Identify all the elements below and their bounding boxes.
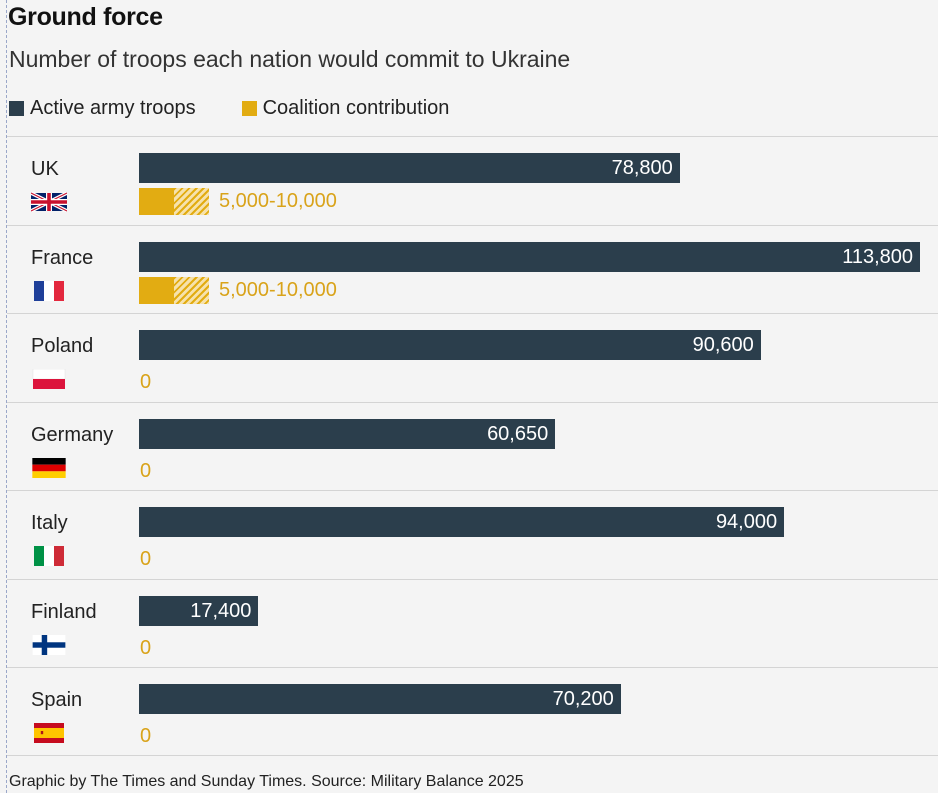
- active-troops-bar: 90,600: [139, 330, 761, 360]
- active-troops-bar: 94,000: [139, 507, 785, 537]
- germany-flag-icon: [31, 457, 67, 478]
- legend-swatch-active: [9, 101, 24, 116]
- active-troops-value-label: 70,200: [552, 688, 614, 710]
- chart-subtitle: Number of troops each nation would commi…: [9, 46, 571, 72]
- active-troops-value-label: 113,800: [842, 245, 913, 268]
- active-troops-bar: 60,650: [139, 418, 556, 449]
- category-label: UK: [31, 158, 59, 180]
- source-note: Graphic by The Times and Sunday Times. S…: [9, 773, 524, 790]
- coalition-value-label: 5,000-10,000: [219, 190, 337, 212]
- coalition-value-label: 0: [140, 548, 152, 570]
- active-troops-bar: 113,800: [139, 241, 920, 272]
- legend-swatch-coalition: [241, 101, 257, 116]
- legend-label-coalition: Coalition contribution: [262, 97, 450, 119]
- active-troops-bar: 17,400: [139, 595, 259, 626]
- active-troops-value-label: 60,650: [487, 422, 549, 445]
- active-troops-value-label: 78,800: [611, 157, 673, 179]
- spain-flag-icon: [31, 723, 67, 743]
- active-troops-bar: 78,800: [139, 153, 680, 183]
- active-troops-bar: 70,200: [139, 684, 621, 714]
- italy-flag-icon: [31, 546, 67, 566]
- legend: Active army troops Coalition contributio…: [9, 97, 495, 120]
- coalition-value-label: 0: [140, 459, 152, 482]
- bar-chart: UK 78,800 5,000-10,000 France 113,800 5,000-1…: [7, 136, 938, 756]
- active-troops-value-label: 94,000: [715, 511, 778, 533]
- finland-flag-icon: [31, 634, 67, 655]
- chart-row-spain: Spain 70,200 0: [7, 667, 938, 756]
- coalition-range-bar: 5,000-10,000: [139, 188, 337, 215]
- chart-row-italy: Italy 94,000 0: [7, 490, 938, 579]
- category-label: Italy: [31, 512, 68, 534]
- coalition-bar-range: [174, 276, 209, 304]
- active-troops-value-label: 17,400: [190, 599, 252, 622]
- legend-item-coalition: Coalition contribution: [241, 97, 450, 120]
- chart-row-germany: Germany 60,650 0: [7, 401, 938, 491]
- chart-row-uk: UK 78,800 5,000-10,000: [7, 136, 938, 225]
- category-label: Spain: [31, 689, 83, 711]
- category-label: France: [31, 246, 94, 269]
- chart-row-finland: Finland 17,400 0: [7, 578, 938, 668]
- legend-label-active: Active army troops: [30, 97, 196, 119]
- coalition-value-label: 0: [140, 371, 152, 393]
- coalition-value-label: 0: [140, 636, 152, 659]
- page-left-rule: [6, 0, 7, 793]
- legend-item-active: Active army troops: [9, 97, 196, 120]
- coalition-range-bar: 5,000-10,000: [139, 276, 337, 304]
- chart-row-poland: Poland 90,600 0: [7, 313, 938, 402]
- coalition-value-label: 5,000-10,000: [219, 278, 337, 301]
- chart-title: Ground force: [8, 3, 163, 31]
- category-label: Germany: [31, 423, 114, 446]
- coalition-bar-min: [139, 188, 174, 215]
- poland-flag-icon: [31, 369, 67, 389]
- category-label: Finland: [31, 600, 97, 623]
- coalition-value-label: 0: [140, 725, 152, 747]
- coalition-bar-range: [174, 188, 209, 215]
- uk-flag-icon: [31, 192, 67, 212]
- coalition-bar-min: [139, 276, 174, 304]
- france-flag-icon: [31, 280, 67, 301]
- active-troops-value-label: 90,600: [692, 334, 754, 356]
- chart-row-france: France 113,800 5,000-10,000: [7, 224, 938, 314]
- category-label: Poland: [31, 335, 94, 357]
